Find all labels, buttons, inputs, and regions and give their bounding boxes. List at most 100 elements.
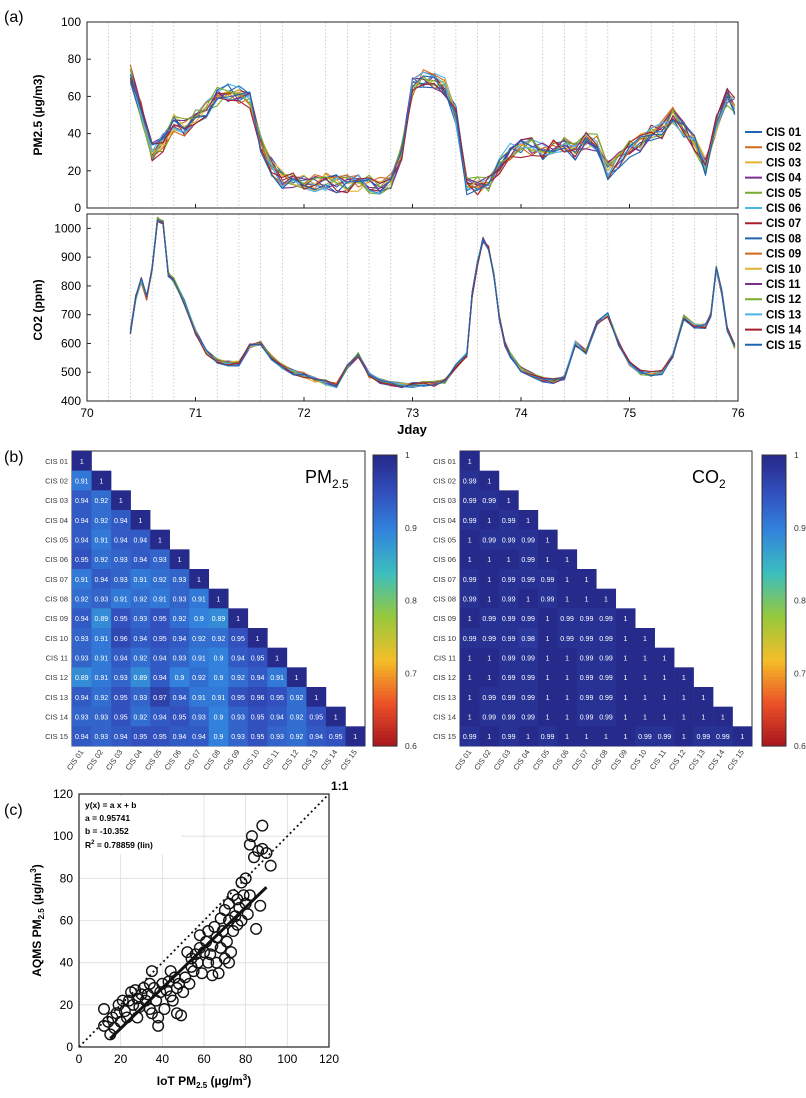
cell-value: 1 — [565, 656, 569, 663]
cell-value: 0.94 — [114, 538, 128, 545]
data-point — [264, 859, 277, 872]
cell-value: 0.94 — [134, 538, 148, 545]
cell-value: 0.93 — [94, 597, 108, 604]
cell-value: 0.95 — [75, 557, 89, 564]
legend-label: CIS 14 — [766, 325, 802, 337]
cell-value: 1 — [468, 616, 472, 623]
colorbar-tick: 0.8 — [405, 596, 417, 606]
colorbar-band — [762, 462, 786, 467]
colorbar-band — [373, 538, 397, 543]
row-label: CIS 08 — [433, 595, 456, 604]
matrix-cell — [460, 687, 480, 707]
cell-value: 1 — [507, 557, 511, 564]
y-title-main: AQMS PM — [30, 919, 44, 976]
colorbar-band — [373, 498, 397, 503]
series-line-cis-12 — [129, 68, 736, 195]
cell-value: 1 — [604, 597, 608, 604]
cell-value: 0.99 — [541, 734, 555, 741]
matrix-cell — [111, 726, 131, 747]
matrix-cell — [537, 667, 558, 688]
cell-value: 0.92 — [212, 636, 226, 643]
matrix-cell — [518, 687, 539, 707]
matrix-cell — [615, 628, 636, 648]
data-point — [237, 889, 250, 902]
row-label: CIS 04 — [433, 516, 456, 525]
colorbar-band — [762, 680, 786, 685]
row-label: CIS 06 — [45, 555, 68, 564]
matrix-cell — [91, 667, 112, 688]
legend-label: CIS 06 — [766, 203, 801, 215]
matrix-cell — [91, 628, 112, 648]
colorbar-band — [373, 607, 397, 613]
series-line-cis-09 — [129, 69, 736, 189]
matrix-cell — [111, 647, 131, 668]
colorbar-band — [762, 498, 786, 503]
cell-value: 0.93 — [94, 715, 108, 722]
matrix-cell — [228, 667, 249, 688]
matrix-cell — [208, 647, 229, 668]
cell-value: 0.99 — [502, 695, 516, 702]
colorbar-band — [373, 625, 397, 631]
matrix-cell — [518, 588, 539, 609]
matrix-cell — [460, 510, 480, 530]
series-line-cis-13 — [129, 220, 736, 389]
cell-value: 0.96 — [251, 695, 265, 702]
matrix-cell — [518, 529, 539, 550]
cell-value: 1 — [624, 695, 628, 702]
colorbar-band — [762, 578, 786, 583]
matrix-cell — [91, 647, 112, 668]
matrix-cell — [325, 706, 346, 727]
data-point — [189, 948, 202, 961]
cell-value: 1 — [295, 675, 299, 682]
colorbar-band — [373, 564, 397, 569]
cell-value: 1 — [643, 656, 647, 663]
colorbar-band — [373, 549, 397, 554]
matrix-cell — [169, 687, 190, 707]
cell-value: 0.91 — [153, 597, 167, 604]
cell-value: 0.93 — [114, 675, 128, 682]
colorbar-band — [373, 556, 397, 562]
colorbar-band — [762, 669, 786, 674]
cell-value: 0.91 — [94, 675, 108, 682]
cell-value: 0.99 — [502, 675, 516, 682]
co2-timeseries-chart: 400 500 600 700 800 900 1000 70 71 72 73 74 75 76 CO2 … — [31, 213, 745, 437]
colorbar-band — [762, 607, 786, 613]
colorbar-band — [762, 542, 786, 547]
matrix-cell — [615, 667, 636, 688]
cell-value: 0.99 — [580, 636, 594, 643]
matrix-cell — [189, 569, 210, 589]
x-tick-label: 76 — [731, 406, 745, 420]
matrix-cell — [557, 628, 578, 648]
legend-label: CIS 05 — [766, 188, 802, 200]
colorbar-band — [373, 665, 397, 671]
x-tick-label: 70 — [80, 406, 94, 420]
col-label: CIS 02 — [472, 748, 493, 772]
matrix-title: PM2.5 — [305, 467, 349, 491]
cell-value: 1 — [158, 538, 162, 545]
colorbar-band — [373, 593, 397, 598]
col-label: CIS 04 — [511, 748, 532, 772]
colorbar-band — [762, 469, 786, 474]
cell-value: 0.95 — [153, 616, 167, 623]
annotation-line: a = 0.95741 — [85, 813, 130, 823]
matrix-cell — [111, 687, 131, 707]
matrix-cell — [228, 706, 249, 727]
colorbar-band — [373, 469, 397, 474]
cell-value: 1 — [546, 616, 550, 623]
colorbar-band — [762, 484, 786, 489]
row-label: CIS 01 — [45, 457, 68, 466]
data-point — [210, 931, 223, 944]
colorbar-band — [373, 596, 397, 602]
matrix-cell — [713, 706, 733, 727]
matrix-cell — [91, 726, 112, 747]
regression-line — [109, 886, 268, 1040]
cell-value: 0.99 — [560, 636, 574, 643]
y-tick-label: 700 — [61, 308, 81, 322]
matrix-cell — [72, 569, 92, 589]
cell-value: 0.94 — [270, 715, 284, 722]
row-label: CIS 15 — [433, 732, 456, 741]
cell-value: 1 — [487, 518, 491, 525]
cell-value: 1 — [604, 734, 608, 741]
matrix-cell — [247, 726, 268, 747]
colorbar-band — [373, 535, 397, 540]
